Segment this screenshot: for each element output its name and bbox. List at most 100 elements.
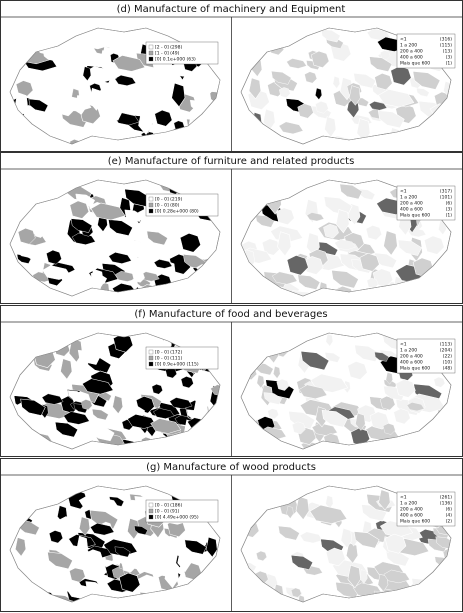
district [184,590,201,602]
district [191,487,200,501]
legend-count: (316) [440,37,452,43]
district [195,263,217,275]
legend-count: (2) [446,519,453,525]
district [40,334,65,351]
legend-label: Mais que 600 [400,519,430,525]
legend-count: (6) [446,201,453,207]
district [161,134,183,144]
district [21,495,32,513]
legend-box [396,185,456,221]
legend-swatch [148,50,154,56]
district [12,186,24,205]
district [421,122,442,137]
district [385,137,401,144]
legend-swatch [148,361,154,367]
left-map: [0 - 0] (172)[0 - 0] (111)[0] 0.9e+000 (… [9,332,221,450]
district [425,426,441,441]
legend-swatch [148,349,154,355]
district [96,124,111,144]
district [37,594,56,602]
legend-label: [0 - 0] (172) [155,350,182,356]
right-map: <1 (316) 1 a 200 (115) 200 a 400 (13) 400 a 60… [240,27,456,145]
legend-label: Mais que 600 [400,366,430,372]
district [404,442,419,449]
legend-label: [0 - 0] (219) [155,197,182,203]
district [273,583,284,602]
district [214,544,220,572]
district [318,593,340,602]
district [199,28,215,39]
legend-label: Mais que 600 [400,61,430,67]
legend-label: <1 [400,189,407,195]
legend-count: (115) [440,43,452,49]
district [14,492,28,515]
district [141,436,152,447]
district [159,442,177,449]
left-legend: [0 - 0] (172)[0 - 0] (111)[0] 0.9e+000 (… [145,346,219,370]
district [32,495,45,508]
district [388,127,402,144]
district [318,443,331,449]
legend-box [396,491,456,527]
district [39,493,48,509]
legend-count: (13) [443,49,452,55]
legend-swatch [148,355,154,361]
district [197,275,220,293]
legend-label: 1 a 200 [400,43,417,49]
district [439,126,451,144]
legend-box [145,499,219,523]
legend-swatch [148,196,154,202]
legend-label: [1 - 0] (49) [155,51,180,57]
legend-count: (136) [440,501,452,507]
district [28,192,37,206]
legend-count: (1) [446,213,453,219]
district [246,121,259,133]
legend-label: [0] 0.1e+000 (63) [155,57,196,63]
left-legend: [0 - 0] (186)[0 - 0] (91)[0] 4.49e+000 (… [145,499,219,523]
legend-count: (48) [443,366,452,372]
legend-label: <1 [400,342,407,348]
legend-label: Mais que 600 [400,213,430,219]
district [21,499,35,510]
district [108,138,124,144]
legend-label: [0] 0.9e+000 (115) [155,362,199,368]
district [206,280,220,296]
legend-label: 200 a 400 [400,201,423,207]
legend-label: [0 - 0] (111) [155,356,182,362]
district [26,337,43,352]
district [212,270,220,282]
district [425,133,451,144]
legend-label: [2 - 0] (298) [155,45,182,51]
legend-swatch [148,202,154,208]
panel-title: (f) Manufacture of food and beverages [134,309,327,320]
legend-box [145,41,219,65]
district [203,258,220,277]
district [29,337,38,351]
district [175,434,190,448]
legend-label: 200 a 400 [400,49,423,55]
district [10,130,24,144]
legend-swatch [148,502,154,508]
district [245,431,265,449]
district [431,586,451,602]
district [10,28,27,44]
district [28,443,43,449]
legend-label: [0 - 0] (80) [155,203,180,209]
district [173,120,185,131]
legend-label: 400 a 600 [400,207,423,213]
district [199,126,220,144]
left-map: [0 - 0] (186)[0 - 0] (91)[0] 4.49e+000 (… [9,485,221,603]
district [204,441,220,449]
panel-title: (e) Manufacture of furniture and related… [108,156,355,167]
left-legend: [2 - 0] (298)[1 - 0] (49)[0] 0.1e+000 (6… [145,41,219,65]
district [333,285,355,296]
district [17,494,34,506]
legend-label: <1 [400,37,407,43]
left-legend: [0 - 0] (219)[0 - 0] (80)[0] 0.28e+000 (… [145,193,219,217]
district [183,276,213,296]
legend-swatch [148,514,154,520]
legend-count: (10) [443,360,452,366]
panel-title: (d) Manufacture of machinery and Equipme… [117,4,346,15]
district [258,33,277,51]
